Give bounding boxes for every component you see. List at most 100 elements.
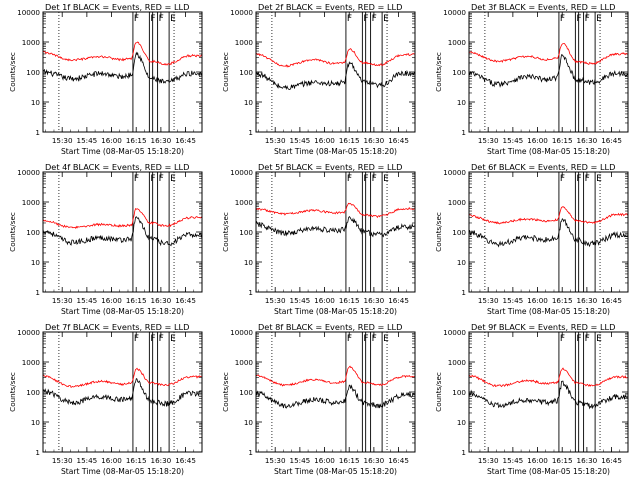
series-events-line: [255, 215, 415, 238]
y-tick-label: 1: [461, 288, 466, 297]
y-axis-label: Counts/sec: [221, 52, 230, 92]
event-marker-letter: F: [347, 174, 352, 184]
x-tick-label: 15:45: [290, 296, 311, 305]
panel-det-6: Det 6f BLACK = Events, RED = LLD Counts/s…: [434, 162, 629, 316]
y-tick-label: 1: [35, 128, 40, 137]
x-tick-label: 16:15: [339, 136, 360, 145]
x-axis-label: Start Time (08-Mar-05 15:18:20): [274, 147, 397, 156]
y-tick-label: 1000: [235, 38, 254, 47]
series-lld-line: [255, 202, 415, 219]
x-tick-label: 16:45: [388, 296, 409, 305]
series-lld-line: [255, 365, 415, 387]
x-tick-label: 15:30: [265, 136, 286, 145]
plot-frame: [42, 11, 203, 133]
y-tick-label: 10: [244, 418, 254, 427]
event-marker-letter: E: [596, 334, 602, 344]
panel-title: Det 2f BLACK = Events, RED = LLD: [258, 2, 402, 12]
panel-det-4: Det 4f BLACK = Events, RED = LLD Counts/s…: [8, 162, 203, 316]
y-tick-label: 10: [31, 258, 41, 267]
y-tick-label: 1000: [22, 198, 41, 207]
event-marker-letter: F: [585, 334, 590, 344]
y-tick-label: 10: [31, 98, 41, 107]
event-marker-letter: F: [347, 334, 352, 344]
x-tick-label: 16:30: [577, 136, 598, 145]
x-tick-label: 16:15: [126, 136, 147, 145]
event-marker-letter: F: [347, 14, 352, 24]
y-tick-label: 100: [239, 228, 253, 237]
y-tick-label: 1: [248, 448, 253, 457]
event-marker-letter: E: [170, 334, 176, 344]
x-tick-label: 16:45: [175, 296, 196, 305]
x-tick-label: 16:15: [552, 296, 573, 305]
plot-frame: [255, 11, 416, 133]
x-axis-label: Start Time (08-Mar-05 15:18:20): [61, 467, 184, 476]
x-tick-label: 16:30: [364, 456, 385, 465]
x-tick-label: 15:30: [52, 456, 73, 465]
y-axis-label: Counts/sec: [8, 212, 17, 252]
x-tick-label: 16:45: [601, 456, 622, 465]
y-tick-label: 10: [244, 258, 254, 267]
plot-frame: [42, 171, 203, 293]
panel-title: Det 9f BLACK = Events, RED = LLD: [471, 322, 615, 332]
x-tick-label: 16:15: [552, 136, 573, 145]
y-tick-label: 10: [244, 98, 254, 107]
y-tick-label: 100: [26, 388, 40, 397]
y-tick-label: 1: [35, 448, 40, 457]
plot-frame: [468, 11, 629, 133]
y-tick-label: 1: [35, 288, 40, 297]
x-tick-label: 15:45: [77, 296, 98, 305]
x-tick-label: 15:30: [478, 456, 499, 465]
x-axis-label: Start Time (08-Mar-05 15:18:20): [487, 467, 610, 476]
panel-det-5: Det 5f BLACK = Events, RED = LLD Counts/s…: [221, 162, 416, 316]
y-axis-label: Counts/sec: [221, 372, 230, 412]
panel-title: Det 1f BLACK = Events, RED = LLD: [45, 2, 189, 12]
x-tick-label: 15:30: [265, 456, 286, 465]
x-tick-label: 16:45: [388, 456, 409, 465]
y-tick-label: 1000: [448, 358, 467, 367]
event-marker-letter: E: [170, 14, 176, 24]
event-marker-letter: E: [383, 334, 389, 344]
x-tick-label: 16:00: [101, 456, 122, 465]
x-tick-label: 16:15: [126, 296, 147, 305]
y-tick-label: 10000: [443, 328, 466, 337]
y-axis-label: Counts/sec: [8, 52, 17, 92]
panel-title: Det 3f BLACK = Events, RED = LLD: [471, 2, 615, 12]
y-tick-label: 10: [457, 258, 467, 267]
x-tick-label: 16:45: [601, 296, 622, 305]
y-tick-label: 10000: [17, 328, 40, 337]
y-tick-label: 10000: [230, 168, 253, 177]
y-tick-label: 10000: [443, 8, 466, 17]
event-marker-letter: F: [134, 14, 139, 24]
panel-title: Det 5f BLACK = Events, RED = LLD: [258, 162, 402, 172]
series-events-line: [468, 54, 628, 88]
y-tick-label: 1: [248, 288, 253, 297]
event-marker-letter: E: [596, 174, 602, 184]
x-tick-label: 16:30: [577, 456, 598, 465]
y-tick-label: 100: [452, 388, 466, 397]
x-tick-label: 16:00: [101, 296, 122, 305]
panel-title: Det 6f BLACK = Events, RED = LLD: [471, 162, 615, 172]
y-tick-label: 1000: [22, 358, 41, 367]
y-tick-label: 10000: [17, 8, 40, 17]
series-events-line: [42, 377, 202, 407]
x-axis-label: Start Time (08-Mar-05 15:18:20): [61, 307, 184, 316]
x-tick-label: 16:45: [601, 136, 622, 145]
plot-frame: [255, 331, 416, 453]
x-tick-label: 15:30: [478, 136, 499, 145]
panel-det-9: Det 9f BLACK = Events, RED = LLD Counts/s…: [434, 322, 629, 476]
series-lld-line: [468, 367, 628, 388]
series-events-line: [255, 384, 415, 409]
y-tick-label: 100: [239, 388, 253, 397]
y-tick-label: 100: [26, 68, 40, 77]
plot-frame: [468, 171, 629, 293]
event-marker-letter: F: [560, 14, 565, 24]
event-marker-letter: F: [585, 14, 590, 24]
event-marker-letter: F: [585, 174, 590, 184]
event-marker-letter: F: [159, 174, 164, 184]
series-lld-line: [256, 48, 415, 68]
y-axis-label: Counts/sec: [434, 372, 443, 412]
x-tick-label: 15:45: [290, 136, 311, 145]
series-lld-line: [468, 43, 628, 65]
panel-title: Det 4f BLACK = Events, RED = LLD: [45, 162, 189, 172]
series-events-line: [255, 61, 415, 91]
